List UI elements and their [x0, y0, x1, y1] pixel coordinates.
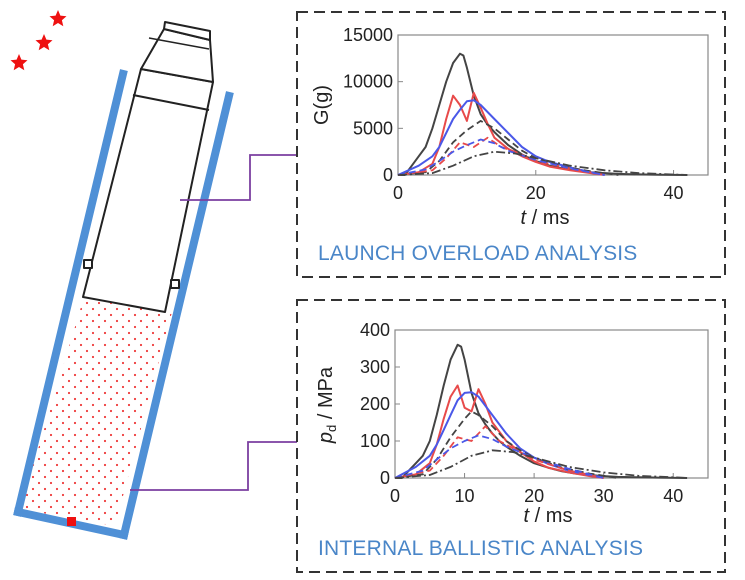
x-tick-label: 40	[664, 183, 684, 203]
band-line-2	[132, 94, 210, 111]
pressure-sensor	[67, 517, 76, 526]
panel-frame-top	[296, 11, 726, 278]
series-line-black-dashdot	[394, 449, 688, 479]
y-tick-label: 200	[360, 394, 390, 414]
y-axis-label: G(g)	[311, 85, 333, 125]
y-tick-label: 0	[380, 468, 390, 488]
panel-caption-launch-overload: LAUNCH OVERLOAD ANALYSIS	[318, 242, 638, 265]
tube-wall-right	[119, 91, 234, 540]
series-line-red-dashed	[397, 136, 605, 176]
star-icon	[49, 10, 67, 27]
obturator-left	[83, 259, 93, 269]
internal-ballistic-chart: 0 100 200 300 400 0 10 20 30 40 pd / MPa t / ms	[315, 320, 709, 527]
series-line-red-dashed	[394, 425, 604, 479]
x-tick-label: 0	[393, 183, 403, 203]
projectile-cap	[163, 21, 211, 41]
series-line-black-dashdot	[397, 150, 688, 176]
y-tick-label: 0	[383, 165, 393, 185]
x-tick-label: 20	[524, 486, 544, 506]
series-line-blue-dashed	[397, 138, 605, 176]
star-icon	[35, 34, 53, 51]
y-tick-label: 300	[360, 357, 390, 377]
tube-wall-left	[13, 69, 128, 517]
x-axis-label: t / ms	[521, 207, 570, 229]
star-icon	[10, 54, 28, 71]
x-tick-label: 20	[526, 183, 546, 203]
x-tick-label: 30	[594, 486, 614, 506]
y-tick-label: 15000	[343, 25, 393, 45]
leader-line-top	[180, 154, 297, 201]
y-axis-label: pd / MPa	[315, 366, 339, 444]
series-group	[397, 52, 688, 176]
y-tick-label: 400	[360, 320, 390, 340]
launch-overload-chart: 0 5000 10000 15000 0 20 40 G(g) t / ms	[311, 25, 709, 229]
y-tick-label: 100	[360, 431, 390, 451]
series-group	[394, 343, 688, 479]
propellant-charge	[20, 297, 172, 526]
launch-tube	[13, 69, 234, 540]
x-tick-label: 40	[663, 486, 683, 506]
obturator-right	[170, 279, 180, 289]
stars-group	[10, 10, 67, 71]
y-tick-label: 5000	[353, 118, 393, 138]
x-tick-label: 0	[390, 486, 400, 506]
leader-line-bottom	[130, 441, 297, 491]
panel-caption-internal-ballistic: INTERNAL BALLISTIC ANALYSIS	[318, 537, 644, 560]
y-tick-label: 10000	[343, 72, 393, 92]
projectile-body	[82, 68, 214, 313]
tick-group: 0 5000 10000 15000 0 20 40	[343, 25, 684, 203]
band-line-1	[148, 37, 210, 50]
projectile	[82, 21, 214, 313]
x-tick-label: 10	[455, 486, 475, 506]
tick-group: 0 100 200 300 400 0 10 20 30 40	[360, 320, 683, 506]
plot-area	[394, 329, 709, 479]
x-axis-label: t / ms	[524, 505, 573, 527]
panel-frame-bottom	[296, 299, 726, 573]
plot-area	[397, 34, 709, 176]
